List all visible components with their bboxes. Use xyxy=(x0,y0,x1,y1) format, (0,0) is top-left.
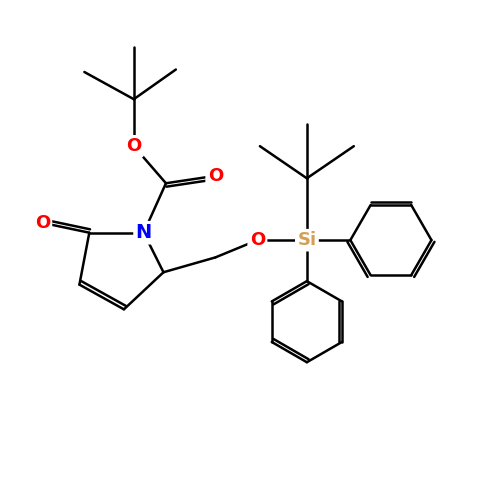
Text: Si: Si xyxy=(298,231,316,249)
Text: Si: Si xyxy=(298,231,316,249)
Text: O: O xyxy=(34,214,50,232)
Text: N: N xyxy=(136,223,152,242)
Text: O: O xyxy=(126,137,142,155)
Text: O: O xyxy=(126,137,142,155)
Text: O: O xyxy=(250,231,265,249)
Text: O: O xyxy=(250,231,265,249)
Text: O: O xyxy=(208,167,223,185)
Text: O: O xyxy=(34,214,50,232)
Text: O: O xyxy=(208,167,223,185)
